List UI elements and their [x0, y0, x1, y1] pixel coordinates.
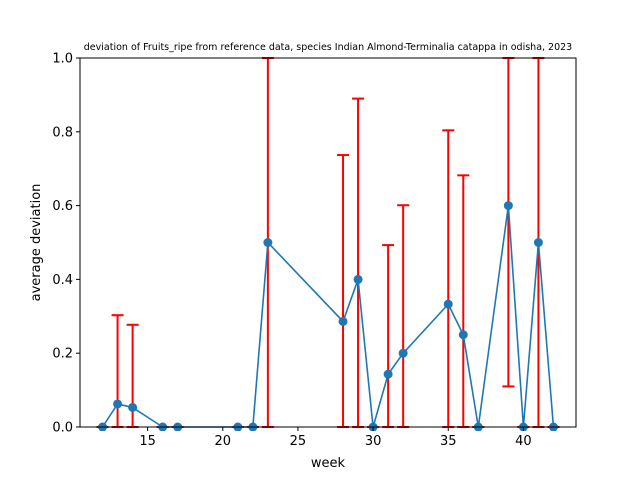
x-tick-label: 40 [515, 434, 532, 449]
y-tick-label: 1.0 [52, 52, 73, 67]
data-point [263, 238, 273, 247]
data-point [533, 238, 543, 247]
data-point [128, 402, 138, 412]
x-axis: 15 20 25 30 35 40 [139, 427, 532, 449]
data-point [383, 369, 393, 379]
y-axis: 0.0 0.2 0.4 0.6 0.8 1.0 [52, 52, 80, 436]
plot-content [96, 57, 560, 431]
data-point [443, 299, 453, 309]
y-tick-label: 0.0 [52, 421, 73, 436]
y-tick-label: 0.8 [52, 125, 73, 140]
data-point [398, 348, 408, 358]
x-tick-label: 25 [290, 434, 307, 449]
x-tick-label: 15 [139, 434, 156, 449]
plot-area [96, 57, 560, 431]
data-point [458, 330, 468, 340]
y-tick-label: 0.4 [52, 273, 73, 288]
y-axis-label: average deviation [29, 184, 44, 302]
y-tick-label: 0.6 [52, 199, 73, 214]
data-point [113, 399, 123, 409]
plot-frame [79, 57, 577, 428]
x-tick-label: 30 [365, 434, 382, 449]
x-tick-label: 20 [215, 434, 232, 449]
x-axis-label: week [311, 456, 346, 471]
x-tick-label: 35 [440, 434, 457, 449]
chart-title: deviation of Fruits_ripe from reference … [84, 42, 572, 53]
series-line [101, 205, 555, 428]
data-point [353, 274, 363, 284]
y-tick-label: 0.2 [52, 347, 73, 362]
data-point [338, 316, 348, 326]
data-point [503, 201, 513, 211]
